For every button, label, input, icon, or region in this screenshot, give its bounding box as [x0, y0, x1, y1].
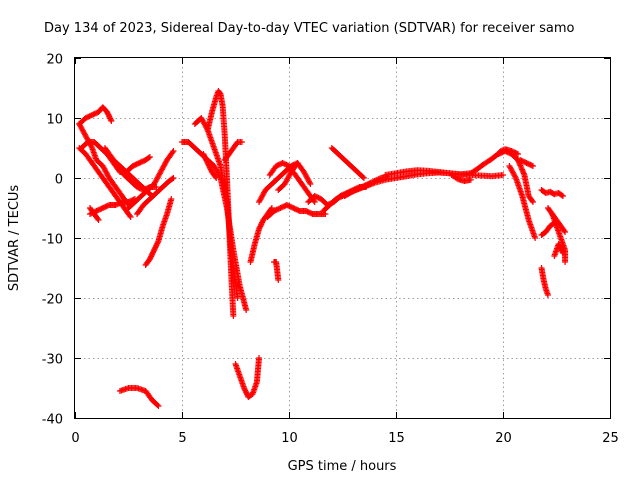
series-track-10	[134, 175, 177, 217]
data-point	[168, 196, 175, 202]
plot-frame	[74, 57, 611, 419]
data-point	[108, 118, 115, 124]
data-point	[359, 174, 366, 180]
series-track-33	[506, 163, 539, 241]
x-axis-label: GPS time / hours	[288, 459, 397, 474]
data-point	[275, 277, 282, 283]
y-tick-label: -30	[42, 353, 63, 368]
data-point	[238, 139, 245, 145]
data-point	[307, 181, 314, 187]
data-point	[170, 175, 177, 181]
data-point	[529, 199, 536, 205]
x-tick-label: 15	[388, 431, 405, 446]
series-track-40	[538, 265, 551, 298]
series-track-17	[221, 139, 245, 163]
data-point	[544, 292, 551, 298]
series-track-8	[104, 151, 153, 175]
chart-title: Day 134 of 2023, Sidereal Day-to-day VTE…	[44, 21, 575, 36]
data-point	[213, 175, 220, 181]
series-track-15	[204, 88, 237, 319]
series-track-6	[86, 205, 102, 223]
series-track-23	[275, 160, 314, 193]
x-tick-label: 20	[495, 431, 512, 446]
y-axis-label: SDTVAR / TECUs	[7, 185, 22, 292]
data-point	[559, 248, 566, 255]
data-point	[212, 173, 219, 180]
series-track-18	[232, 355, 263, 400]
data-point	[126, 212, 133, 219]
data-point	[230, 313, 237, 319]
data-point	[500, 172, 506, 178]
series-track-21	[264, 202, 329, 220]
data-point	[95, 217, 102, 223]
data-point	[146, 154, 153, 160]
data-point	[170, 148, 177, 154]
series-track-32	[495, 148, 536, 205]
data-point	[529, 163, 536, 169]
series-track-28	[341, 169, 506, 199]
data-point	[154, 402, 161, 408]
data-point	[154, 239, 161, 246]
data-point	[562, 229, 569, 235]
data-point	[127, 214, 134, 220]
series-track-3	[76, 121, 132, 208]
series-track-5	[86, 196, 138, 217]
data-point	[551, 220, 558, 226]
data-point	[529, 197, 536, 204]
data-point	[256, 355, 263, 361]
data-point	[107, 116, 114, 123]
data-points	[76, 88, 569, 409]
data-point	[155, 403, 162, 409]
data-point	[94, 215, 101, 222]
series-track-26	[320, 173, 391, 214]
series-track-22	[266, 160, 318, 205]
data-point	[561, 227, 568, 234]
y-tick-label: -20	[42, 293, 63, 308]
data-point	[169, 149, 176, 156]
data-point	[311, 199, 318, 205]
data-point	[467, 176, 474, 183]
y-tick-label: 20	[46, 53, 63, 68]
grid-lines	[75, 58, 610, 418]
series-track-20	[256, 160, 301, 205]
data-point	[559, 193, 566, 199]
data-point	[360, 175, 367, 181]
series-track-35	[538, 187, 566, 199]
data-point	[234, 295, 241, 301]
series-track-27	[328, 145, 367, 181]
data-point	[306, 179, 313, 186]
y-tick-label: -10	[42, 233, 63, 248]
data-point	[559, 250, 566, 256]
y-tick-label: -40	[42, 413, 63, 428]
series-track-12	[116, 385, 162, 409]
data-point	[243, 307, 250, 313]
y-tick-label: 0	[55, 173, 63, 188]
data-point	[550, 220, 557, 227]
y-axis: 20 10 0 -10 -20 -30 -40	[42, 53, 610, 428]
x-tick-label: 10	[281, 431, 298, 446]
data-point	[532, 235, 539, 241]
data-point	[512, 173, 519, 180]
series-track-39	[551, 241, 566, 259]
series-track-9	[125, 148, 177, 211]
y-tick-label: 10	[46, 113, 63, 128]
data-point	[169, 175, 176, 182]
series-track-11	[142, 196, 175, 268]
x-axis: 0 5 10 15 20 25	[71, 58, 619, 446]
data-point	[145, 154, 152, 161]
data-point	[514, 151, 521, 157]
data-point	[562, 259, 569, 265]
x-tick-label: 25	[602, 431, 619, 446]
series-track-34	[517, 157, 536, 169]
series-track-16	[200, 151, 220, 181]
series-track-38	[538, 220, 558, 238]
x-tick-label: 0	[71, 431, 79, 446]
series-track-14	[191, 115, 241, 301]
series-track-2	[76, 145, 134, 220]
data-point	[558, 192, 565, 199]
x-tick-label: 5	[178, 431, 186, 446]
series-track-30	[448, 172, 474, 184]
series-track-24	[271, 259, 282, 283]
